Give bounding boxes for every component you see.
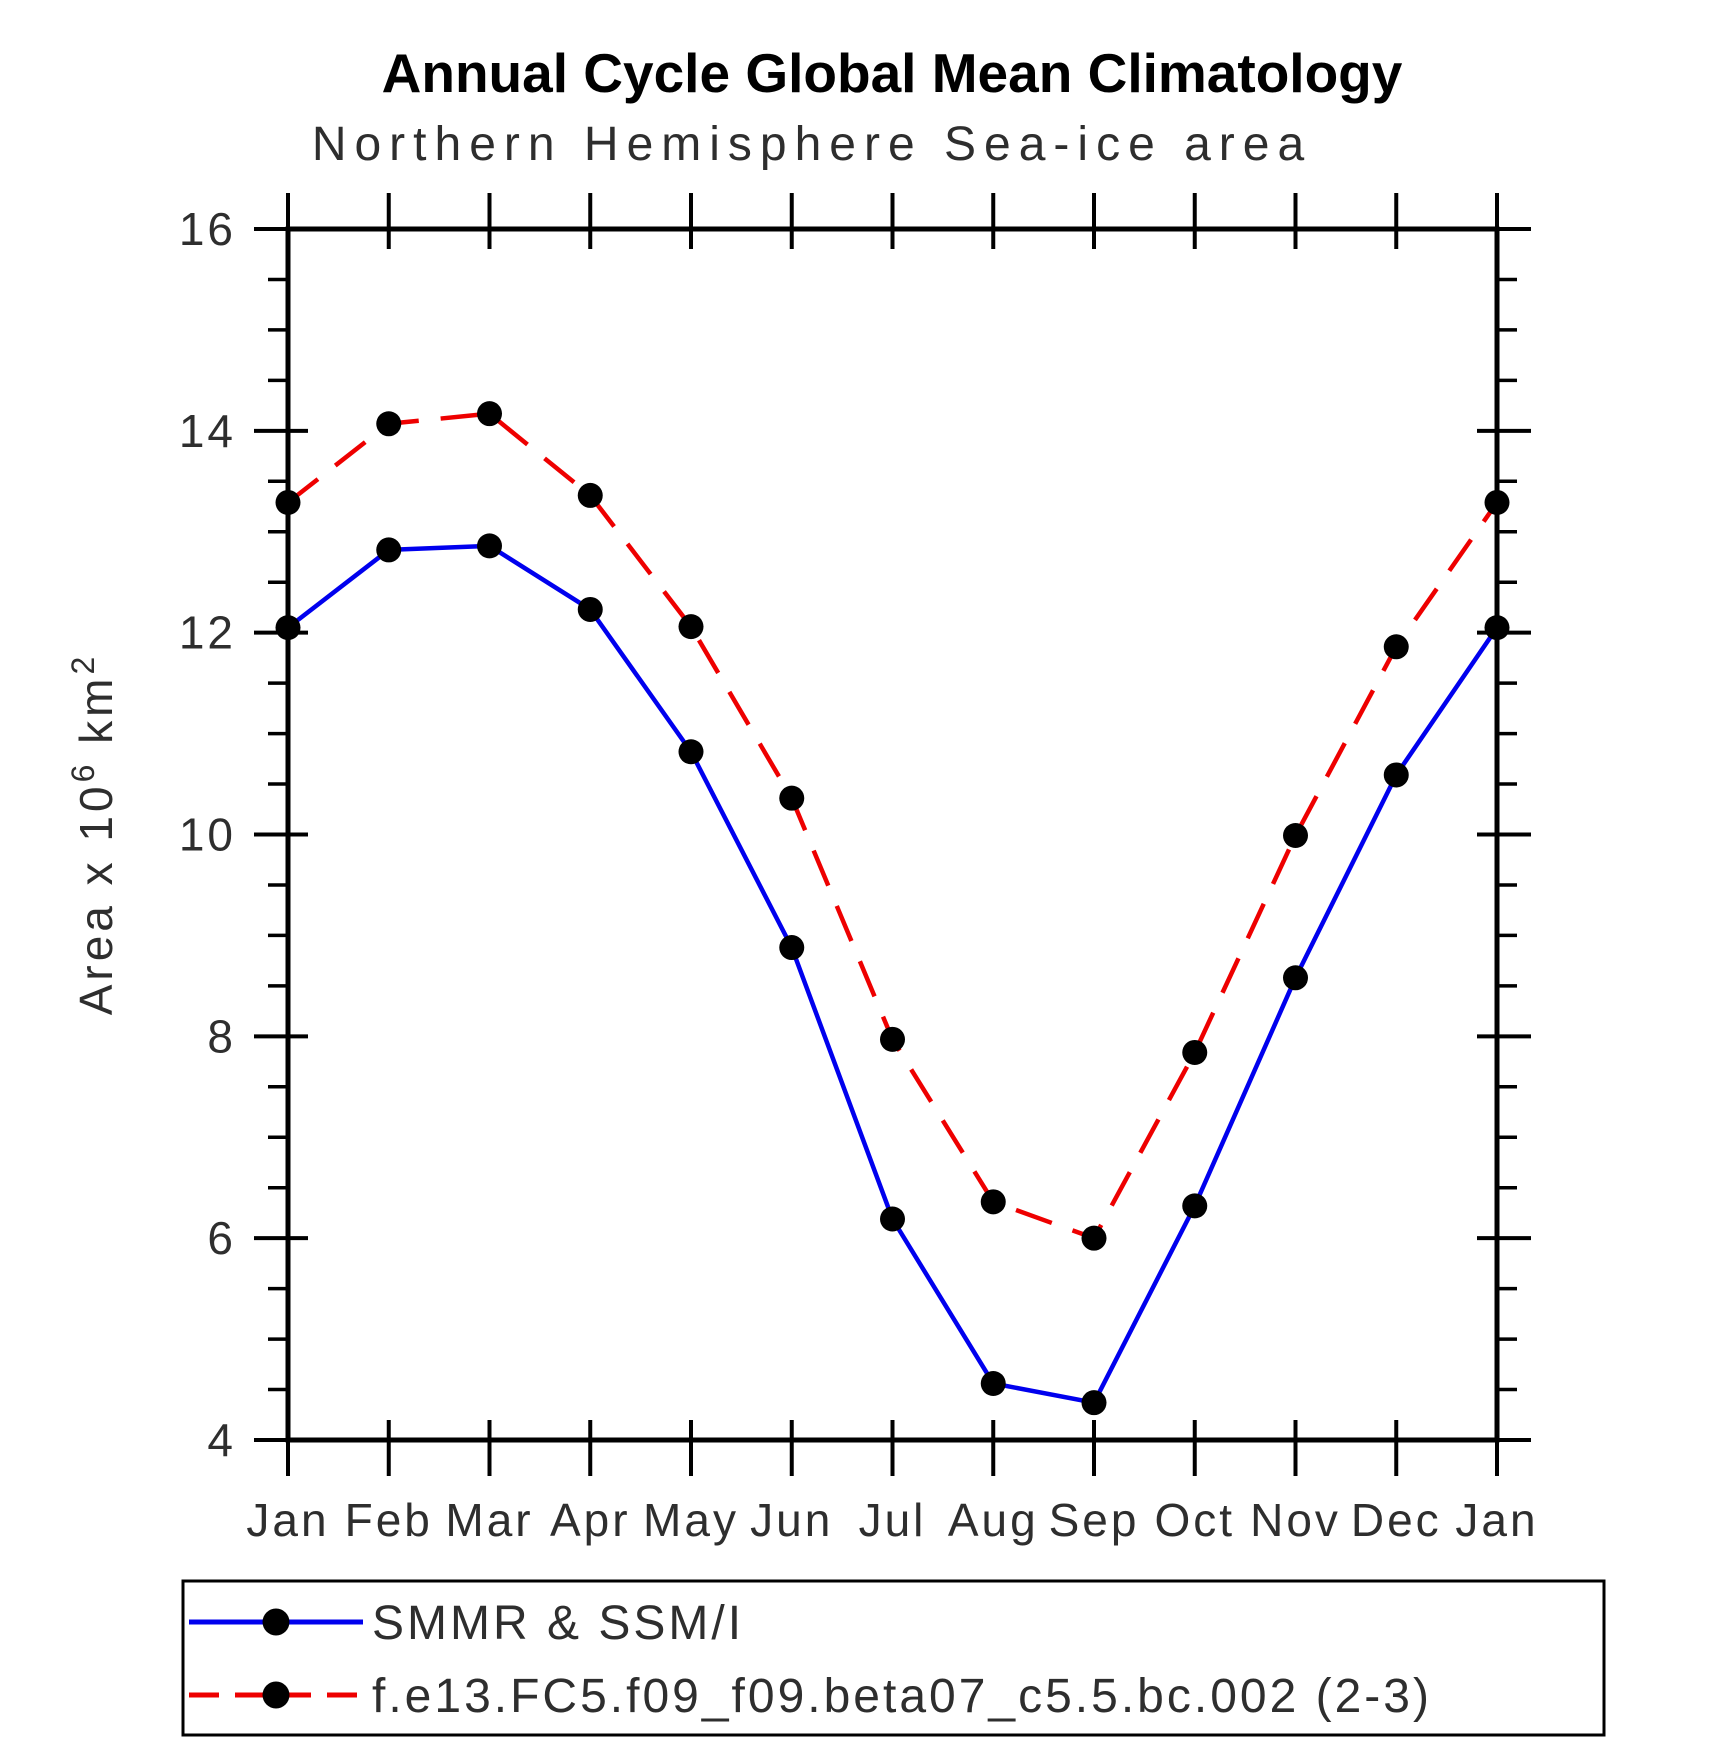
x-tick-label: Nov [1250,1494,1341,1546]
data-point-marker [1484,615,1510,641]
y-axis-label-part: km [70,674,122,760]
x-tick-label: Jun [750,1494,833,1546]
legend: SMMR & SSM/I f.e13.FC5.f09_f09.beta07_c5… [181,1579,1606,1737]
data-point-marker [1182,1193,1208,1219]
x-tick-label: Feb [345,1494,433,1546]
y-tick-label: 8 [207,1010,236,1062]
y-axis-label: Area x 106 km2 [65,653,122,1016]
y-tick-label: 4 [207,1414,236,1466]
data-point-marker [980,1189,1006,1215]
data-point-marker [275,615,301,641]
data-point-marker [577,596,603,622]
y-tick-label: 12 [179,607,236,659]
x-tick-label: Apr [550,1494,631,1546]
legend-samples [189,1608,363,1709]
legend-label-observations: SMMR & SSM/I [372,1597,744,1650]
data-point-marker [1182,1039,1208,1065]
x-tick-label: Aug [948,1494,1039,1546]
data-point-marker [1383,634,1409,660]
data-point-marker [577,482,603,508]
data-point-marker [1484,489,1510,515]
data-point-marker [779,785,805,811]
data-point-marker [980,1370,1006,1396]
chart-title: Annual Cycle Global Mean Climatology [382,42,1403,104]
y-axis-label-superscript: 6 [65,761,101,783]
series-line-0 [286,543,1499,1405]
y-tick-label: 16 [179,203,236,255]
y-tick-label: 6 [207,1212,236,1264]
x-tick-label: Dec [1351,1494,1442,1546]
data-point-marker [477,533,502,559]
data-point-marker [1081,1225,1107,1251]
data-point-marker [1283,965,1308,991]
x-tick-label: Sep [1049,1494,1140,1546]
axes-frame [285,226,1500,1443]
data-point-marker [779,935,805,961]
data-point-marker [376,411,402,437]
data-point-marker [1283,823,1308,849]
legend-label-model: f.e13.FC5.f09_f09.beta07_c5.5.bc.002 (2-… [372,1670,1432,1723]
data-point-marker [880,1026,905,1052]
series-line-1 [286,411,1499,1241]
x-tick-label: Jan [1455,1494,1538,1546]
x-tick-label: Oct [1154,1494,1235,1546]
data-point-marker [1383,762,1409,788]
y-axis-label-superscript: 2 [65,653,101,675]
data-point-marker [275,489,301,515]
chart-subtitle: Northern Hemisphere Sea-ice area [312,118,1312,171]
y-tick-label: 10 [179,809,236,861]
y-axis-label-part: Area x 10 [70,782,122,1015]
legend-sample-marker-1 [262,1681,290,1709]
x-tick-label: Mar [445,1494,533,1546]
x-tick-label: Jan [246,1494,329,1546]
x-tick-label: May [643,1494,739,1546]
data-point-marker [477,401,502,427]
data-point-marker [880,1206,905,1232]
legend-sample-marker-0 [262,1608,290,1636]
plot-area: Jan Feb Mar Apr May Jun Jul Aug Sep Oct Nov Dec Jan4… [179,193,1538,1546]
data-point-marker [376,537,402,563]
legend-box [181,1579,1606,1737]
data-point-marker [1081,1390,1107,1416]
x-tick-label: Jul [859,1494,927,1546]
data-point-marker [678,614,704,640]
data-point-marker [678,739,704,765]
y-tick-label: 14 [179,405,236,457]
